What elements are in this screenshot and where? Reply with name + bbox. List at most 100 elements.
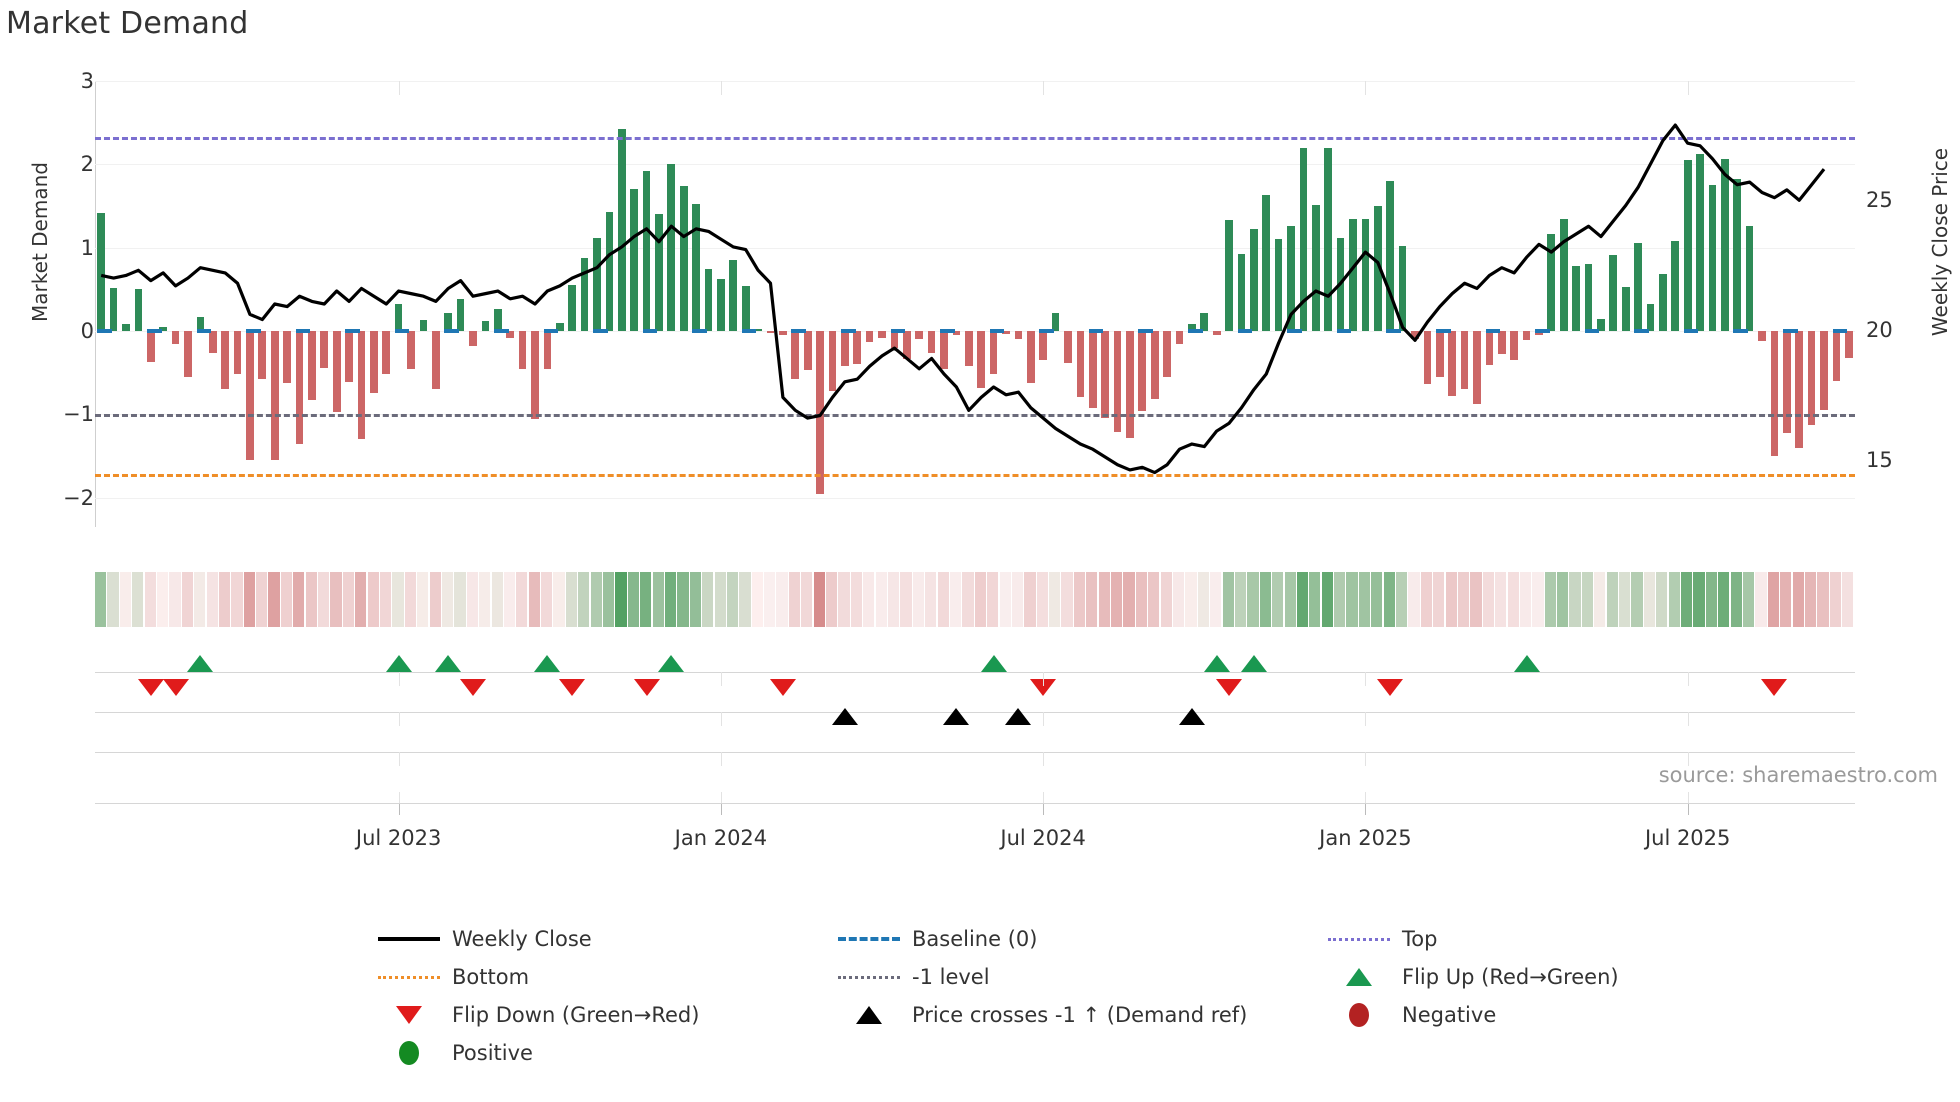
heatmap-cell [1780, 572, 1792, 627]
baseline-dash [791, 329, 807, 334]
heatmap-cell [342, 572, 355, 627]
demand-bar [1002, 331, 1010, 335]
demand-bar [1361, 219, 1370, 332]
heatmap-cell [1234, 572, 1247, 627]
heatmap-cell [863, 572, 875, 627]
heatmap-cell [999, 572, 1011, 627]
legend-label: Negative [1402, 1003, 1497, 1027]
bottom-dot-icon [378, 975, 440, 979]
gridline [95, 331, 1855, 333]
heatmap-cell [379, 572, 392, 627]
x-axis-tick [720, 803, 722, 815]
heatmap-cell [826, 572, 838, 627]
heatmap-cell [1656, 572, 1668, 627]
heatmap-cell [1272, 572, 1284, 627]
legend-item[interactable]: Baseline (0) [830, 920, 1320, 958]
demand-bar [146, 331, 155, 362]
reference-line-1-level [95, 414, 1855, 418]
legend-item[interactable]: Bottom [370, 958, 830, 996]
demand-bar [1832, 331, 1841, 382]
baseline-dash [989, 329, 1005, 334]
heatmap-cell [181, 572, 193, 627]
demand-bar [692, 204, 700, 332]
baseline-dash [97, 329, 112, 334]
demand-bar [1138, 331, 1147, 412]
legend-item[interactable]: Price crosses -1 ↑ (Demand ref) [830, 996, 1320, 1034]
demand-bar [1460, 331, 1469, 389]
legend-item[interactable]: Flip Up (Red→Green) [1320, 958, 1710, 996]
demand-bar [1795, 331, 1804, 448]
demand-bar [258, 331, 267, 380]
legend-item[interactable]: Positive [370, 1034, 830, 1072]
demand-bar [630, 189, 638, 332]
heatmap-cell [206, 572, 218, 627]
x-gridline-tick [1365, 81, 1367, 95]
heatmap-cell [974, 572, 986, 627]
x-axis-tick [1687, 803, 1689, 815]
baseline-dash [841, 329, 856, 334]
heatmap-cell [1321, 572, 1333, 627]
heatmap-cell [1259, 572, 1271, 627]
heatmap-cell [305, 572, 317, 627]
x-gridline-tick [720, 752, 722, 766]
baseline-dash [1634, 329, 1649, 334]
plot-canvas [95, 81, 1855, 527]
heatmap-cell [1160, 572, 1172, 627]
demand-bar [927, 331, 936, 353]
legend-label: Top [1402, 927, 1438, 951]
gridline [95, 164, 1855, 166]
flip-down-marker [460, 679, 487, 696]
top-dot-icon [1328, 937, 1390, 941]
x-gridline-tick [398, 81, 400, 95]
demand-bar [1597, 318, 1605, 332]
heatmap-cell [912, 572, 924, 627]
heatmap-cell [925, 572, 937, 627]
heatmap-cell [1606, 572, 1618, 627]
demand-bar [1683, 160, 1692, 332]
baseline-dash [246, 329, 261, 334]
demand-bar [1175, 331, 1184, 345]
demand-bar [481, 321, 490, 332]
legend-key [1320, 968, 1398, 986]
demand-bar [1559, 218, 1568, 332]
legend-item[interactable]: Flip Down (Green→Red) [370, 996, 830, 1034]
baseline-dash [1535, 329, 1550, 334]
heatmap-cell [751, 572, 763, 627]
baseline-dash [1733, 329, 1748, 334]
baseline-dash [1287, 329, 1302, 334]
demand-bar [171, 331, 180, 344]
demand-bar [456, 299, 465, 332]
heatmap-cell [132, 572, 144, 627]
demand-bar [196, 316, 205, 332]
legend-item[interactable]: -1 level [830, 958, 1320, 996]
heatmap-cell [1197, 572, 1209, 627]
demand-bar [717, 279, 725, 332]
heatmap-cell [1172, 572, 1185, 627]
heatmap-cell [1792, 572, 1804, 627]
price-cross-marker [1178, 708, 1205, 725]
heatmap-cell [479, 572, 491, 627]
demand-bar [1188, 323, 1196, 332]
baseline-dash [741, 329, 757, 334]
demand-bar [1473, 331, 1481, 405]
heatmap-cell [875, 572, 887, 627]
demand-bar [1039, 331, 1047, 361]
baseline-dash [890, 329, 906, 334]
demand-heatmap-strip [95, 572, 1855, 627]
legend-item[interactable]: Top [1320, 920, 1710, 958]
heatmap-cell [1011, 572, 1024, 627]
demand-bar [1807, 331, 1816, 426]
demand-bar [1113, 331, 1122, 432]
x-tick-label: Jul 2025 [1644, 826, 1731, 850]
heatmap-cell [962, 572, 974, 627]
legend-item[interactable]: Negative [1320, 996, 1710, 1034]
demand-bar [159, 326, 167, 332]
legend-item[interactable]: Weekly Close [370, 920, 830, 958]
x-gridline-tick [1365, 792, 1367, 806]
heatmap-cell [677, 572, 689, 627]
heatmap-cell [1420, 572, 1432, 627]
demand-bar [568, 285, 576, 332]
x-gridline-tick [1687, 752, 1689, 766]
baseline-dash [1088, 329, 1104, 334]
demand-bar [1522, 331, 1531, 341]
